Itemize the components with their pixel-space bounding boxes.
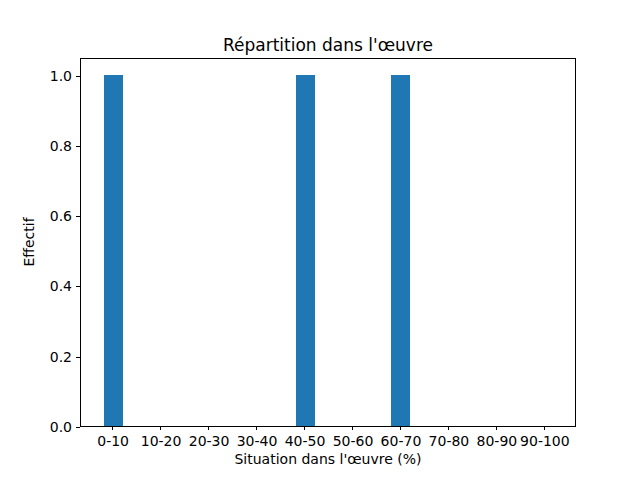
y-tick-mark [76, 427, 80, 428]
x-tick-mark [304, 426, 305, 430]
bar-60-70 [391, 75, 410, 426]
x-tick-label: 50-60 [333, 433, 374, 449]
y-tick-mark [76, 357, 80, 358]
x-tick-label: 30-40 [237, 433, 278, 449]
chart-title: Répartition dans l'œuvre [80, 35, 576, 55]
y-tick-mark [76, 146, 80, 147]
x-tick-mark [496, 426, 497, 430]
x-tick-mark [160, 426, 161, 430]
x-tick-label: 60-70 [381, 433, 422, 449]
x-tick-label: 90-100 [520, 433, 570, 449]
y-tick-label: 0.6 [50, 208, 72, 224]
y-tick-label: 1.0 [50, 68, 72, 84]
x-tick-mark [448, 426, 449, 430]
x-tick-label: 70-80 [429, 433, 470, 449]
bar-40-50 [296, 75, 315, 426]
x-tick-mark [400, 426, 401, 430]
y-tick-label: 0.2 [50, 349, 72, 365]
y-axis-label: Effectif [21, 217, 37, 266]
x-tick-mark [256, 426, 257, 430]
y-tick-label: 0.8 [50, 138, 72, 154]
y-tick-label: 0.0 [50, 419, 72, 435]
figure: Répartition dans l'œuvre Effectif 0.00.2… [0, 0, 640, 480]
x-tick-mark [352, 426, 353, 430]
x-tick-label: 40-50 [285, 433, 326, 449]
x-tick-label: 20-30 [189, 433, 230, 449]
x-tick-label: 0-10 [97, 433, 129, 449]
y-tick-label: 0.4 [50, 278, 72, 294]
x-tick-mark [112, 426, 113, 430]
x-tick-label: 80-90 [477, 433, 518, 449]
x-tick-mark [544, 426, 545, 430]
y-tick-mark [76, 286, 80, 287]
x-tick-label: 10-20 [141, 433, 182, 449]
y-tick-mark [76, 216, 80, 217]
x-tick-mark [208, 426, 209, 430]
x-axis-label: Situation dans l'œuvre (%) [80, 451, 576, 467]
bar-0-10 [104, 75, 123, 426]
y-tick-mark [76, 76, 80, 77]
plot-area: 0.00.20.40.60.81.00-1010-2020-3030-4040-… [80, 58, 576, 427]
